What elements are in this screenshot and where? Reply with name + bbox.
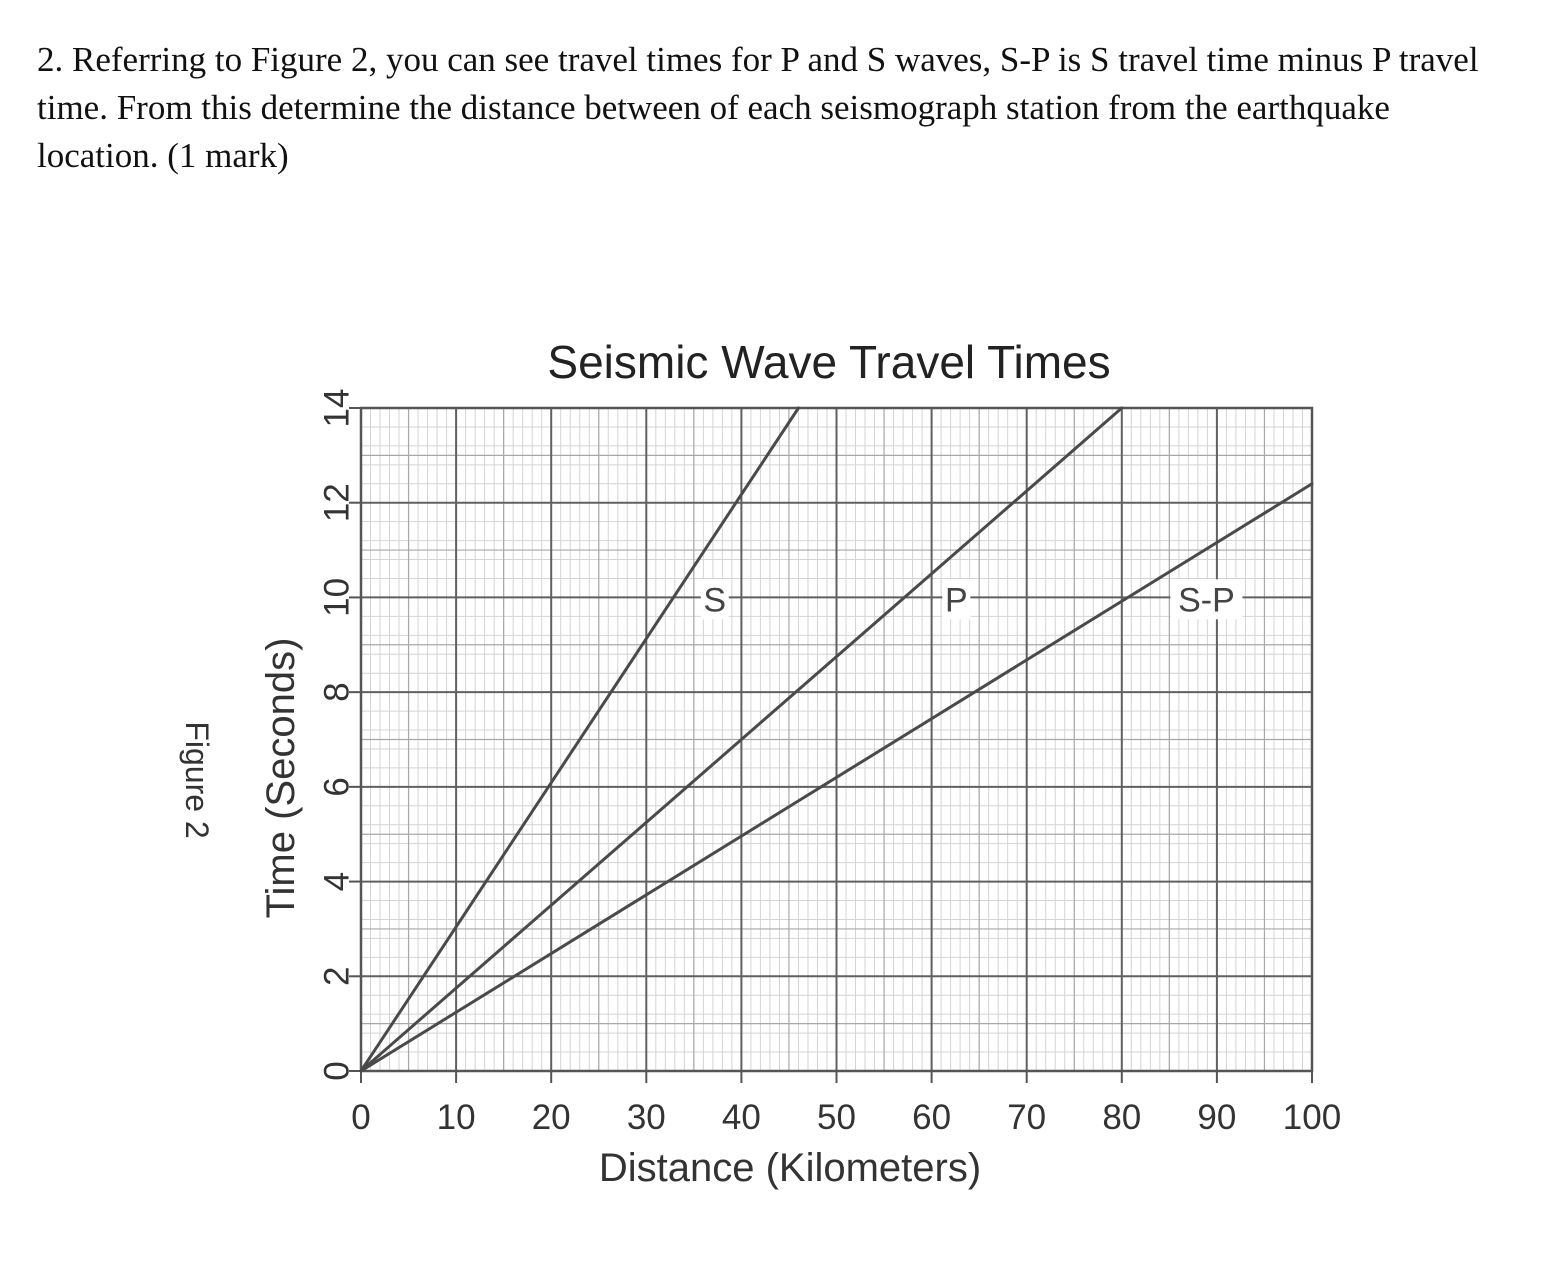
series-line-s-p	[359, 482, 1314, 1073]
x-axis-label: Distance (Kilometers)	[599, 1146, 981, 1190]
y-axis-label: Time (Seconds)	[259, 638, 303, 919]
figure-caption: Figure 2	[179, 721, 215, 838]
series-label-s: S	[703, 581, 726, 619]
x-tick-label: 60	[912, 1098, 951, 1137]
x-tick-label: 90	[1197, 1098, 1236, 1137]
series-label-s-p: S-P	[1178, 581, 1235, 619]
x-tick-label: 30	[627, 1098, 666, 1137]
x-tick-label: 100	[1283, 1098, 1341, 1137]
x-tick-label: 50	[817, 1098, 856, 1137]
axis-ticks	[349, 407, 1313, 1083]
chart-title: Seismic Wave Travel Times	[547, 336, 1110, 388]
y-tick-label: 2	[318, 967, 357, 986]
x-tick-label: 10	[437, 1098, 476, 1137]
series-label-backdrop	[700, 579, 729, 620]
y-tick-label: 4	[318, 872, 357, 891]
x-tick-label: 40	[722, 1098, 761, 1137]
y-tick-label: 8	[318, 682, 357, 701]
x-tick-label: 80	[1102, 1098, 1141, 1137]
series-lines	[359, 406, 1314, 1073]
series-line-p	[359, 406, 1124, 1073]
x-tick-label: 20	[532, 1098, 571, 1137]
y-tick-label: 10	[318, 578, 357, 617]
tick-labels: 0 10 20 30 40 50 60 70 80 90 100 0 2 4 6 8 10 12 14	[318, 389, 1342, 1137]
series-labels: S P S-P	[700, 579, 1243, 620]
x-tick-label: 70	[1007, 1098, 1046, 1137]
question-text: 2. Referring to Figure 2, you can see tr…	[37, 40, 1479, 175]
y-tick-label: 6	[318, 777, 357, 796]
x-tick-label: 0	[351, 1098, 370, 1137]
series-label-backdrop	[942, 579, 971, 620]
series-line-s	[359, 406, 800, 1073]
y-tick-label: 0	[318, 1061, 357, 1080]
series-label-p: P	[945, 581, 968, 619]
y-tick-label: 14	[318, 389, 357, 428]
series-label-backdrop	[1170, 579, 1243, 620]
y-tick-label: 12	[318, 483, 357, 522]
